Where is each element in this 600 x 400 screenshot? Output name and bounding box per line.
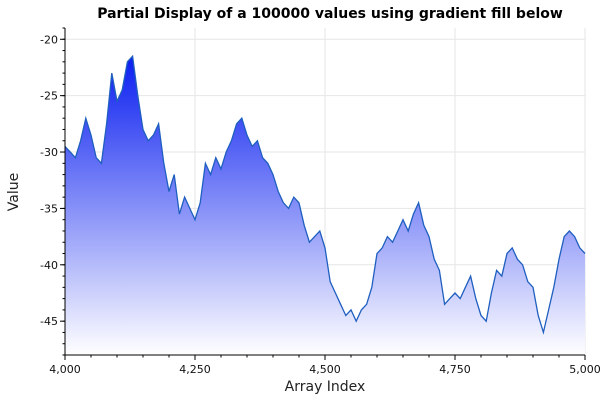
chart-title: Partial Display of a 100000 values using… bbox=[97, 6, 563, 22]
series-area-fill bbox=[65, 56, 585, 355]
y-tick-label: -35 bbox=[40, 202, 58, 215]
x-tick-label: 5,000 bbox=[569, 363, 600, 376]
y-tick-label: -30 bbox=[40, 146, 58, 159]
x-tick-label: 4,500 bbox=[309, 363, 341, 376]
y-tick-label: -45 bbox=[40, 315, 58, 328]
y-tick-label: -40 bbox=[40, 259, 58, 272]
x-tick-label: 4,750 bbox=[439, 363, 471, 376]
y-tick-label: -20 bbox=[40, 33, 58, 46]
x-tick-label: 4,250 bbox=[179, 363, 211, 376]
series-line bbox=[64, 54, 586, 335]
y-axis-label: Value bbox=[6, 173, 22, 211]
x-axis-ticks: 4,000 4,250 4,500 4,750 5,000 bbox=[49, 355, 600, 376]
x-axis-label: Array Index bbox=[285, 379, 366, 395]
y-tick-label: -25 bbox=[40, 90, 58, 103]
x-tick-label: 4,000 bbox=[49, 363, 81, 376]
y-axis-ticks: -20 -25 -30 -35 -40 -45 bbox=[40, 27, 65, 356]
